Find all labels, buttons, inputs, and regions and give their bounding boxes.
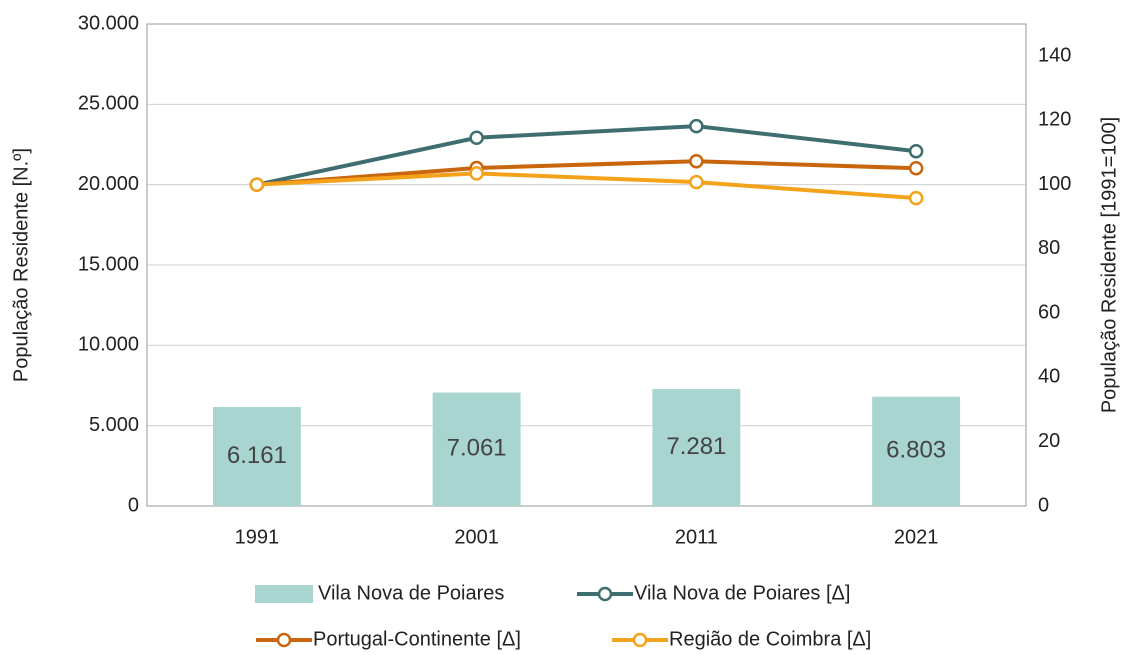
legend-marker [632,632,648,648]
value-label: 7.281 [666,433,726,460]
line [256,159,917,187]
legend-label: Região de Coimbra [Δ] [669,628,871,650]
legend-swatch [255,585,313,603]
marker [908,143,924,159]
marker [689,174,704,190]
y2-tick-label: 140 [1038,44,1071,66]
y2-tick-label: 60 [1038,301,1060,323]
legend-marker [597,586,613,602]
y2-tick-label: 20 [1038,430,1060,452]
y2-tick-label: 0 [1038,494,1049,516]
marker [689,118,704,134]
x-tick-label: 2011 [675,526,718,548]
y2-tick-label: 120 [1038,109,1071,131]
bar [432,392,521,506]
x-tick-label: 2001 [454,526,499,548]
y-tick-label: 25.000 [78,93,139,115]
y2-axis-label: População Residente [1991=100] [1098,117,1120,413]
bar [652,389,741,506]
marker [908,190,924,206]
line [256,171,917,201]
marker [469,130,484,146]
y2-tick-label: 80 [1038,237,1060,259]
y-tick-label: 5.000 [89,414,139,436]
marker [908,161,924,176]
x-tick-label: 1991 [235,526,280,548]
marker [249,177,265,192]
y-tick-label: 20.000 [78,173,139,195]
legend-label: Vila Nova de Poiares [Δ] [634,582,850,604]
y-tick-label: 0 [128,494,139,516]
y-tick-label: 30.000 [78,12,139,34]
y-tick-label: 10.000 [78,334,139,356]
y2-tick-label: 100 [1038,173,1071,195]
legend-label: Portugal-Continente [Δ] [313,628,521,650]
marker [689,153,704,169]
value-label: 7.061 [447,435,507,462]
bar [872,396,961,506]
y-tick-label: 15.000 [78,253,139,275]
bar [212,407,301,506]
legend-marker [276,632,292,648]
line [256,124,917,187]
plot-border [146,23,1027,507]
y-axis-label: População Residente [N.º] [10,148,32,382]
x-tick-label: 2021 [894,526,939,548]
marker [469,166,484,181]
y2-tick-label: 40 [1038,366,1060,388]
value-label: 6.161 [227,442,287,469]
legend-label: Vila Nova de Poiares [318,582,504,604]
value-label: 6.803 [886,437,946,464]
